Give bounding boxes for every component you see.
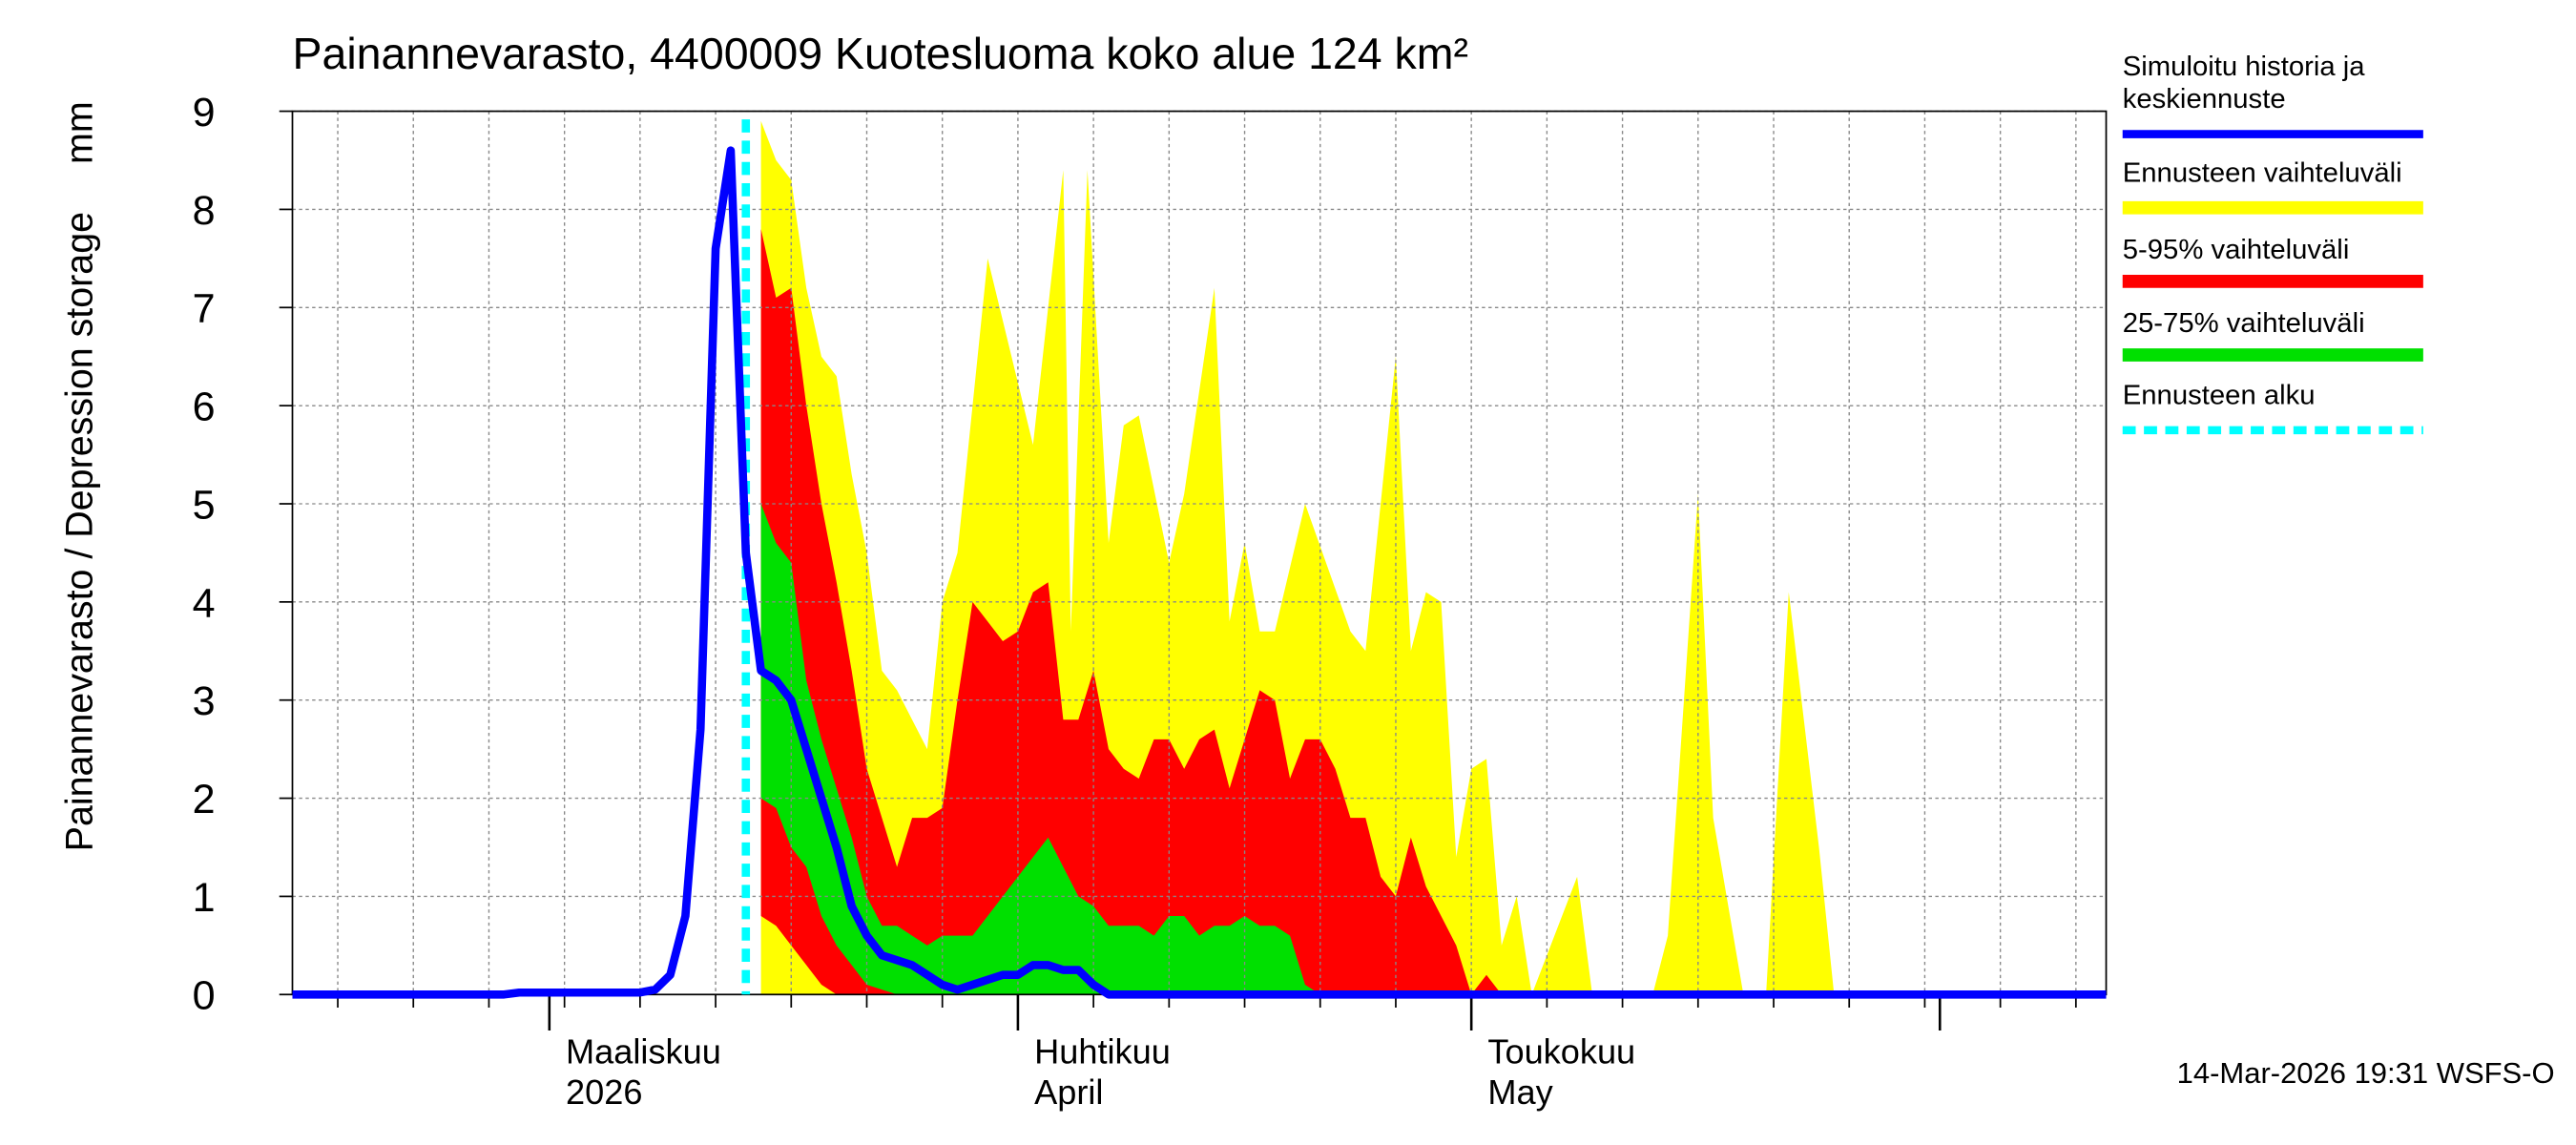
plot-area: [279, 110, 2108, 1030]
legend-text: Ennusteen vaihteluväli: [2122, 156, 2402, 189]
legend: Simuloitu historia ja keskiennuste Ennust…: [2122, 51, 2423, 435]
legend-label: 5-95% vaihteluväli: [2122, 234, 2350, 265]
x-tick-label: Toukokuu: [1487, 1031, 1635, 1071]
y-tick-label: 7: [193, 286, 216, 332]
legend-label: Ennusteen vaihteluväli: [2122, 156, 2402, 189]
x-tick-sublabel: 2026: [566, 1072, 642, 1112]
legend-text: 25-75% vaihteluväli: [2122, 307, 2365, 339]
x-tick-sublabel: April: [1034, 1072, 1103, 1112]
chart-title: Painannevarasto, 4400009 Kuotesluoma kok…: [293, 29, 1469, 78]
y-tick-label: 9: [193, 90, 216, 135]
x-tick-label: Huhtikuu: [1034, 1031, 1171, 1071]
y-tick-label: 8: [193, 188, 216, 234]
x-tick-sublabel: May: [1487, 1072, 1552, 1112]
y-tick-label: 6: [193, 385, 216, 430]
y-tick-label: 5: [193, 483, 216, 529]
legend-label: Ennusteen alku: [2122, 379, 2316, 411]
legend-label: Simuloitu historia ja keskiennuste: [2122, 51, 2365, 114]
x-tick-label: Maaliskuu: [566, 1031, 721, 1071]
legend-text: Ennusteen alku: [2122, 379, 2316, 411]
legend-text: Simuloitu historia ja keskiennuste: [2122, 51, 2365, 114]
legend-label: 25-75% vaihteluväli: [2122, 307, 2365, 339]
series-line: [292, 146, 2107, 999]
y-tick-label: 0: [193, 973, 216, 1019]
y-tick-label: 4: [193, 580, 216, 626]
legend-text: 5-95% vaihteluväli: [2122, 234, 2350, 265]
y-tick-label: 3: [193, 678, 216, 724]
y-tick-label: 1: [193, 875, 216, 921]
y-tick-label: 2: [193, 777, 216, 822]
footer: 14-Mar-2026 19:31 WSFS-O: [2177, 1056, 2555, 1090]
band-area: [760, 229, 1502, 995]
y-axis-label: Painannevarasto / Depression storage: [58, 212, 100, 851]
y-axis-unit: mm: [58, 101, 100, 164]
